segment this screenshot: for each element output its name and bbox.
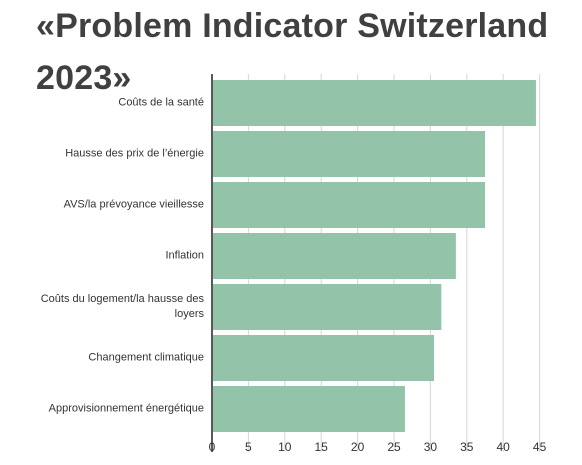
chart-title: «Problem Indicator Switzerland 2023» <box>36 7 549 97</box>
x-tick-label: 45 <box>532 440 547 454</box>
x-tick-label: 30 <box>423 440 438 454</box>
bar <box>213 335 435 381</box>
category-label: Inflation <box>165 249 204 262</box>
category-label: AVS/la prévoyance vieillesse <box>63 198 204 211</box>
x-tick-label: 0 <box>208 440 216 454</box>
x-tick-label: 25 <box>387 440 401 454</box>
bars <box>213 80 536 432</box>
bar <box>213 233 456 279</box>
x-tick-label: 15 <box>314 440 328 454</box>
bar <box>213 386 405 432</box>
bar <box>213 182 485 228</box>
x-tick-label: 35 <box>460 440 474 454</box>
bar <box>213 131 485 177</box>
category-label: Hausse des prix de l’énergie <box>65 147 204 160</box>
x-tick-label: 5 <box>245 440 252 454</box>
category-label: Changement climatique <box>88 351 204 364</box>
x-tick-label: 10 <box>278 440 292 454</box>
bar <box>213 284 442 330</box>
category-label: Approvisionnement énergétique <box>48 402 204 415</box>
category-label: Coûts du logement/la hausse des loyers <box>40 293 204 320</box>
x-tick-label: 40 <box>496 440 510 454</box>
x-tick-label: 20 <box>350 440 365 454</box>
category-label: Coûts de la santé <box>118 96 204 109</box>
bar <box>213 80 536 126</box>
